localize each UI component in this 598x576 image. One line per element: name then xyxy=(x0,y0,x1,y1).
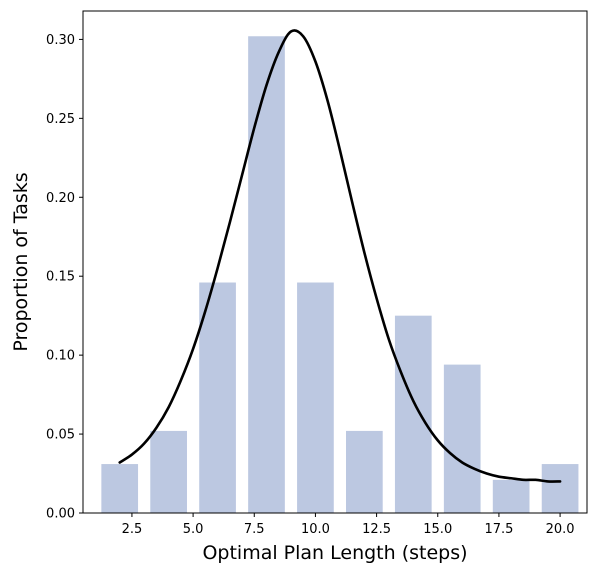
curve-group xyxy=(118,29,562,483)
x-tick-label: 10.0 xyxy=(301,522,330,537)
y-axis-label: Proportion of Tasks xyxy=(10,172,32,351)
x-tick-label: 17.5 xyxy=(484,522,513,537)
fit-curve xyxy=(118,29,562,483)
y-tick-label: 0.00 xyxy=(46,507,75,522)
x-tick-label: 7.5 xyxy=(244,522,265,537)
y-tick-label: 0.30 xyxy=(46,33,75,48)
bar-7 xyxy=(394,315,432,513)
bar-4 xyxy=(248,36,285,513)
y-tick-label: 0.20 xyxy=(46,191,75,206)
bar-3 xyxy=(199,282,236,513)
x-tick-label: 20.0 xyxy=(546,522,575,537)
bar-10 xyxy=(541,464,579,513)
y-ticks: 0.00 0.05 0.10 0.15 0.20 0.25 0.30 xyxy=(46,33,83,522)
x-tick-label: 2.5 xyxy=(122,522,143,537)
x-tick-label: 5.0 xyxy=(183,522,204,537)
x-tick-label: 12.5 xyxy=(362,522,391,537)
bar-8 xyxy=(443,364,481,513)
x-ticks: 2.5 5.0 7.5 10.0 12.5 15.0 17.5 20.0 xyxy=(122,513,575,537)
plot-frame xyxy=(82,10,588,514)
bar-1 xyxy=(101,464,139,513)
bar-9 xyxy=(492,479,530,513)
bar-6 xyxy=(346,430,383,513)
x-axis-label: Optimal Plan Length (steps) xyxy=(202,542,467,564)
y-tick-label: 0.05 xyxy=(46,428,75,443)
y-tick-label: 0.25 xyxy=(46,112,75,127)
y-tick-label: 0.15 xyxy=(46,270,75,285)
x-tick-label: 15.0 xyxy=(423,522,452,537)
y-tick-label: 0.10 xyxy=(46,349,75,364)
bars-group xyxy=(101,36,579,513)
bar-5 xyxy=(297,282,334,513)
bar-2 xyxy=(150,430,187,513)
